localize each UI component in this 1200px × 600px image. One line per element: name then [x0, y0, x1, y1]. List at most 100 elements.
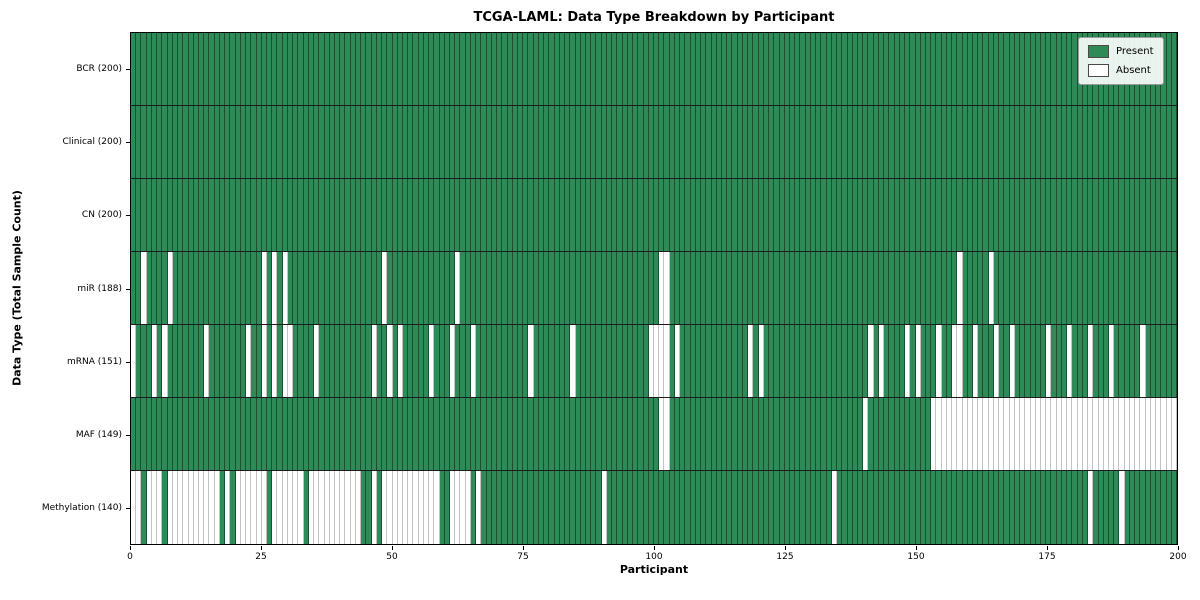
heatmap-cell	[978, 106, 984, 178]
heatmap-cell	[266, 179, 273, 251]
heatmap-cell	[230, 252, 236, 324]
heatmap-cell	[857, 179, 864, 251]
heatmap-cell	[219, 33, 226, 105]
heatmap-cell	[852, 471, 858, 544]
heatmap-cell	[1109, 398, 1115, 470]
heatmap-cell	[1166, 471, 1172, 544]
heatmap-cell	[235, 179, 241, 251]
heatmap-cell	[246, 252, 252, 324]
heatmap-cell	[716, 398, 722, 470]
heatmap-cell	[345, 179, 351, 251]
heatmap-cell	[1135, 325, 1141, 397]
heatmap-cell	[680, 398, 686, 470]
heatmap-cell	[701, 398, 707, 470]
heatmap-cell	[915, 398, 921, 470]
heatmap-cell	[575, 471, 581, 544]
heatmap-cell	[993, 252, 1000, 324]
heatmap-cell	[178, 471, 184, 544]
heatmap-cell	[1103, 471, 1109, 544]
heatmap-cell	[575, 398, 581, 470]
heatmap-cell	[146, 471, 152, 544]
heatmap-cell	[946, 106, 953, 178]
heatmap-cell	[219, 252, 226, 324]
heatmap-cell	[486, 33, 492, 105]
heatmap-cell	[418, 252, 424, 324]
heatmap-cell	[324, 471, 330, 544]
heatmap-cell	[413, 33, 419, 105]
heatmap-cell	[549, 179, 555, 251]
heatmap-cell	[178, 106, 184, 178]
heatmap-cell	[758, 179, 764, 251]
heatmap-cell	[643, 252, 649, 324]
heatmap-cell	[931, 398, 937, 470]
heatmap-cell	[586, 325, 592, 397]
heatmap-cell	[460, 252, 466, 324]
heatmap-cell	[565, 471, 571, 544]
heatmap-cell	[1020, 471, 1026, 544]
heatmap-cell	[878, 106, 885, 178]
heatmap-cell	[371, 398, 377, 470]
heatmap-cell	[648, 252, 654, 324]
heatmap-cell	[476, 471, 482, 544]
heatmap-cell	[753, 325, 759, 397]
heatmap-cell	[748, 398, 754, 470]
heatmap-cell	[439, 33, 445, 105]
heatmap-cell	[256, 252, 262, 324]
heatmap-plot-area	[130, 32, 1178, 545]
heatmap-cell	[371, 471, 377, 544]
heatmap-cell	[1030, 33, 1036, 105]
legend-entry-absent: Absent	[1088, 64, 1154, 77]
heatmap-cell	[988, 33, 994, 105]
heatmap-cell	[429, 471, 435, 544]
heatmap-cell	[240, 398, 247, 470]
heatmap-cell	[957, 398, 963, 470]
heatmap-cell	[763, 325, 770, 397]
heatmap-cell	[486, 398, 492, 470]
heatmap-cell	[915, 33, 921, 105]
heatmap-cell	[392, 33, 398, 105]
heatmap-cell	[298, 471, 304, 544]
heatmap-cell	[491, 398, 498, 470]
heatmap-cell	[575, 325, 581, 397]
heatmap-cell	[293, 33, 299, 105]
heatmap-cell	[387, 33, 393, 105]
heatmap-cell	[324, 179, 330, 251]
heatmap-cell	[638, 398, 644, 470]
chart-title: TCGA-LAML: Data Type Breakdown by Partic…	[473, 10, 835, 25]
heatmap-cell	[523, 179, 529, 251]
heatmap-cell	[193, 179, 199, 251]
heatmap-cell	[1135, 471, 1141, 544]
heatmap-cell	[837, 33, 843, 105]
heatmap-cell	[345, 252, 351, 324]
heatmap-cell	[1056, 471, 1062, 544]
heatmap-cell	[842, 106, 848, 178]
heatmap-cell	[544, 325, 550, 397]
heatmap-cell	[465, 106, 471, 178]
heatmap-cell	[800, 106, 806, 178]
heatmap-cell	[1103, 325, 1109, 397]
heatmap-cell	[387, 252, 393, 324]
heatmap-cell	[1014, 179, 1021, 251]
heatmap-cell	[633, 325, 639, 397]
heatmap-cell	[1014, 398, 1021, 470]
heatmap-cell	[1109, 179, 1115, 251]
heatmap-cell	[277, 325, 283, 397]
heatmap-cell	[272, 325, 278, 397]
legend-absent-label: Absent	[1116, 65, 1151, 76]
heatmap-cell	[502, 106, 508, 178]
heatmap-cell	[397, 398, 403, 470]
heatmap-row-MAF	[131, 398, 1177, 471]
heatmap-cell	[544, 471, 550, 544]
heatmap-cell	[376, 179, 383, 251]
heatmap-cell	[936, 179, 942, 251]
heatmap-cell	[889, 471, 895, 544]
heatmap-cell	[706, 398, 712, 470]
heatmap-cell	[198, 106, 205, 178]
heatmap-cell	[925, 106, 932, 178]
heatmap-cell	[606, 179, 613, 251]
heatmap-cell	[789, 106, 796, 178]
heatmap-cell	[983, 106, 989, 178]
heatmap-cell	[303, 179, 309, 251]
heatmap-cell	[1129, 252, 1136, 324]
heatmap-cell	[277, 179, 283, 251]
